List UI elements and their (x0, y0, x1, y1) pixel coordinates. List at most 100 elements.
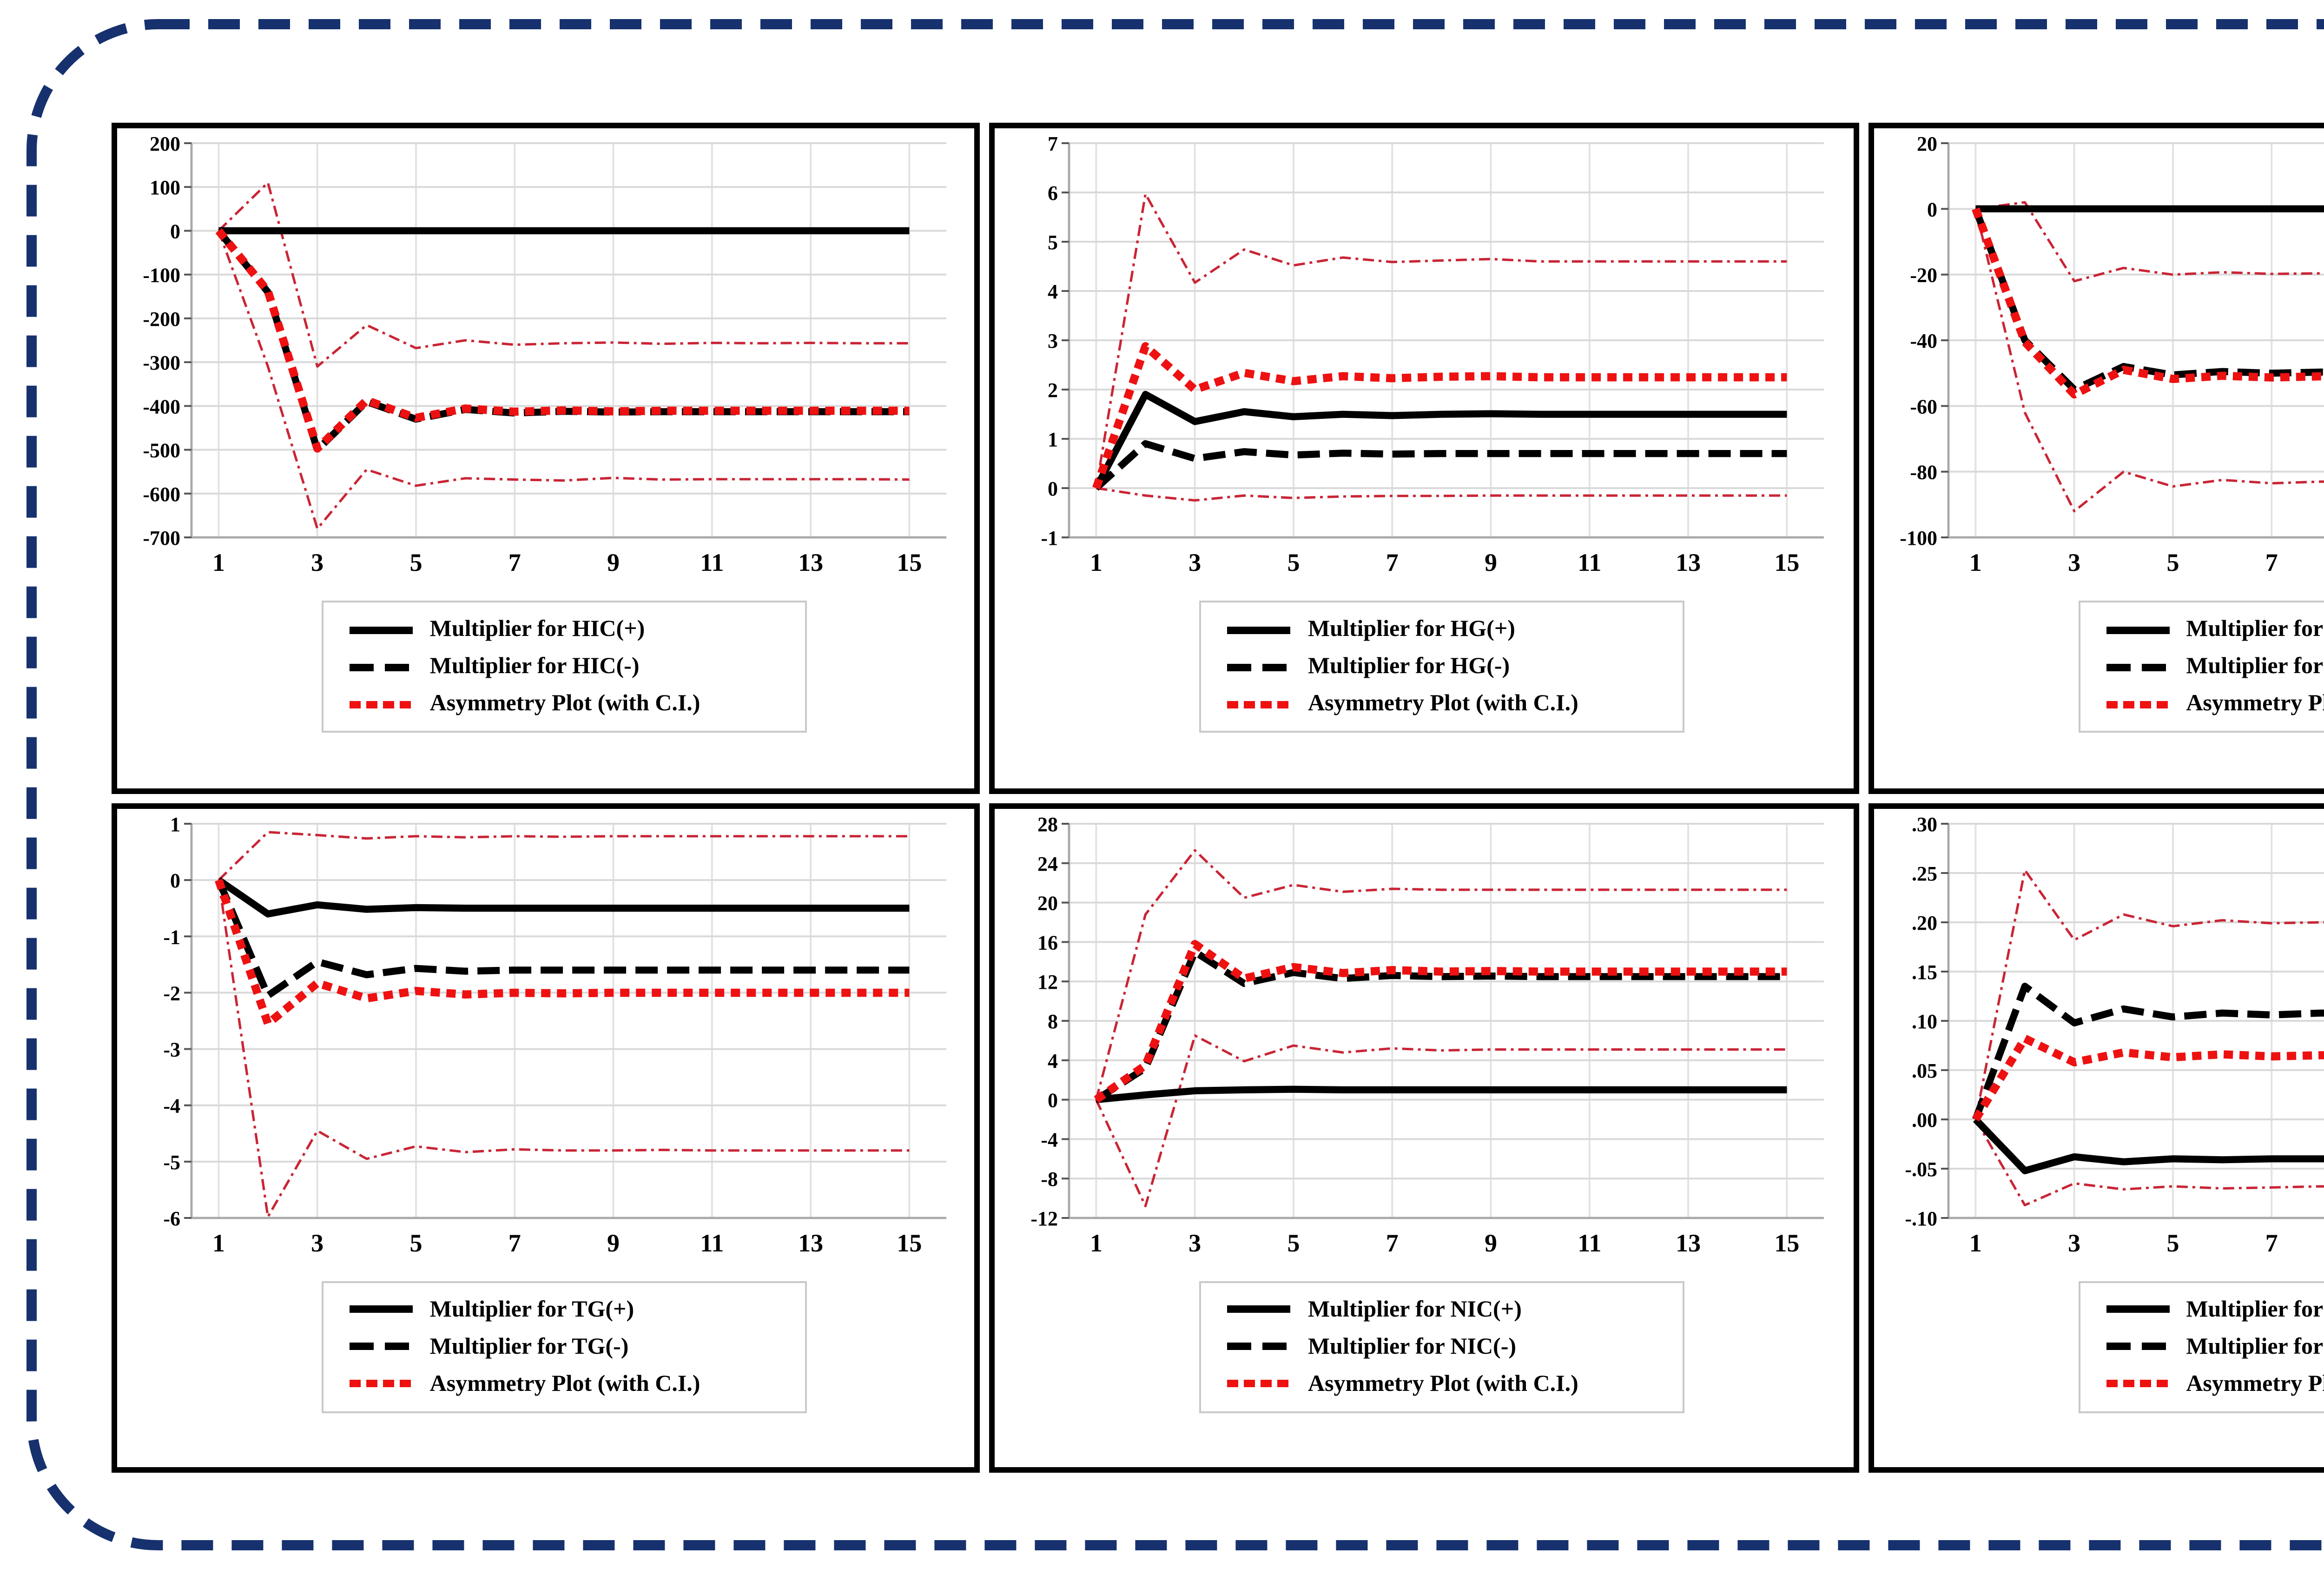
legend-label: Asymmetry Plot (with C.I.) (2186, 690, 2324, 716)
x-tick-label: 5 (2166, 1228, 2179, 1256)
series-ci-upper-line (218, 181, 910, 368)
x-tick-label: 5 (2166, 549, 2179, 576)
series-plus-line (1972, 1116, 2324, 1174)
axes (184, 142, 946, 539)
y-tick-label: .20 (1911, 911, 1937, 933)
x-tick-label: 5 (409, 1228, 422, 1256)
x-tick-label: 1 (1090, 549, 1103, 576)
x-tick-label: 7 (508, 549, 521, 576)
y-tick-label: -.05 (1904, 1157, 1937, 1180)
series-ci-upper-line (1096, 848, 1788, 1099)
legend-label: Multiplier for HG(-) (1307, 653, 1510, 679)
legend-item-asym: Asymmetry Plot (with C.I.) (1228, 1370, 1665, 1397)
y-tick-label: 0 (170, 220, 180, 243)
series-ci-lower-line (1974, 208, 2324, 513)
panel-HG: 7 6 5 4 3 2 1 0 -1 1 3 5 7 9 11 13 15 Multiplier for HG(+… (990, 123, 1859, 793)
legend-item-asym: Asymmetry Plot (with C.I.) (1228, 690, 1665, 718)
chart-NG: .30.25.20.15.10.05.00-.05-.1013579111315 (1904, 812, 2324, 1256)
legend-minus-line-sample-icon (350, 1343, 413, 1350)
legend-asym-line-sample-icon (2106, 700, 2170, 708)
legend-plus-line-sample-icon (2106, 1305, 2170, 1313)
y-tick-label: -500 (143, 439, 180, 462)
legend-asym-line-sample-icon (2106, 1380, 2170, 1387)
legend-label: Asymmetry Plot (with C.I.) (2186, 1370, 2324, 1396)
x-tick-label: 11 (1578, 549, 1602, 576)
series-minus-line (1971, 982, 2324, 1120)
legend-plus-line-sample-icon (1228, 1305, 1291, 1313)
legend-asym-line-sample-icon (1228, 700, 1291, 708)
legend-item-minus: Multiplier for TIC(-) (2106, 653, 2324, 681)
legend-TG: Multiplier for TG(+) Multiplier for TG(-)… (322, 1280, 807, 1412)
x-tick-label: 9 (607, 549, 620, 576)
x-tick-label: 3 (2067, 1228, 2080, 1256)
legend-TIC: Multiplier for TIC(+) Multiplier for TIC(… (2078, 601, 2324, 733)
y-tick-label: .00 (1911, 1108, 1937, 1131)
x-tick-label: 3 (311, 1228, 324, 1256)
y-tick-label: -300 (143, 351, 180, 374)
series-ci-upper-line (1974, 868, 2324, 1119)
legend-label: Multiplier for HIC(+) (429, 615, 645, 642)
y-tick-label: -400 (143, 395, 180, 418)
y-tick-label: 100 (150, 176, 180, 199)
x-tick-label: 9 (1485, 1228, 1498, 1256)
y-tick-label: 20 (1038, 891, 1058, 914)
x-tick-label: 1 (212, 1228, 225, 1256)
legend-item-minus: Multiplier for NIC(-) (1228, 1332, 1665, 1360)
panel-NG: .30.25.20.15.10.05.00-.05-.1013579111315… (1868, 802, 2324, 1473)
series-ci-lower-line (1974, 1118, 2324, 1206)
legend-label: Multiplier for HIC(-) (429, 653, 640, 679)
y-tick-label: -12 (1031, 1206, 1059, 1229)
y-tick-label: .10 (1911, 1009, 1937, 1032)
y-tick-label: 1 (1048, 428, 1058, 451)
legend-item-plus: Multiplier for NG(+) (2106, 1295, 2324, 1323)
legend-item-asym: Asymmetry Plot (with C.I.) (350, 690, 787, 718)
y-tick-label: 12 (1038, 970, 1058, 992)
axes (1062, 142, 1825, 539)
x-tick-label: 9 (1485, 549, 1498, 576)
gridlines (1070, 822, 1825, 1218)
x-tick-label: 7 (1386, 1228, 1399, 1256)
legend-item-plus: Multiplier for HG(+) (1228, 615, 1665, 643)
y-tick-label: .05 (1911, 1059, 1937, 1081)
legend-item-asym: Asymmetry Plot (with C.I.) (2106, 1370, 2324, 1397)
x-tick-label: 13 (798, 549, 823, 576)
y-tick-label: 2 (1048, 379, 1058, 402)
legend-item-minus: Multiplier for TG(-) (350, 1332, 787, 1360)
legend-item-plus: Multiplier for NIC(+) (1228, 1295, 1665, 1323)
y-tick-label: -2 (163, 981, 180, 1004)
y-tick-label: -40 (1909, 330, 1937, 352)
x-tick-label: 1 (1969, 549, 1981, 576)
legend-plus-line-sample-icon (2106, 626, 2170, 633)
legend-label: Multiplier for HG(+) (1307, 615, 1515, 642)
x-tick-label: 3 (311, 549, 324, 576)
series-minus-line (1095, 947, 1788, 1102)
legend-label: Asymmetry Plot (with C.I.) (1307, 690, 1578, 716)
series-ci-lower-line (1096, 487, 1788, 502)
series-plus-line (1093, 390, 1788, 490)
legend-asym-line-sample-icon (1228, 1380, 1291, 1387)
legend-HG: Multiplier for HG(+) Multiplier for HG(-)… (1200, 601, 1685, 733)
panel-NIC: 28 24 20 16 12 8 4 0 -4 -8 -12 1 3 5 7 9 11 13 15 Multiplie… (990, 802, 1859, 1473)
legend-item-asym: Asymmetry Plot (with C.I.) (350, 1370, 787, 1397)
y-tick-label: -20 (1909, 264, 1937, 287)
y-tick-label: -4 (163, 1094, 180, 1117)
x-tick-label: 9 (607, 1228, 620, 1256)
panel-grid: 200 100 0 -100 -200 -300 -400 -500 -600 -700 1 3 5 7 9… (112, 123, 2324, 1473)
axes (184, 822, 946, 1218)
panel-HIC: 200 100 0 -100 -200 -300 -400 -500 -600 -700 1 3 5 7 9… (112, 123, 981, 793)
y-tick-label: 5 (1048, 231, 1058, 254)
x-tick-label: 11 (700, 1228, 724, 1256)
axes (1940, 142, 2324, 539)
series-asymmetry-line (1094, 939, 1788, 1102)
y-tick-label: -4 (1042, 1127, 1059, 1150)
y-tick-label: -200 (143, 308, 180, 331)
legend-minus-line-sample-icon (1228, 663, 1291, 670)
x-tick-label: 7 (508, 1228, 521, 1256)
series-plus-line (1096, 1085, 1788, 1103)
y-tick-label: 6 (1048, 182, 1058, 205)
series-asymmetry-line (1971, 1033, 2324, 1121)
